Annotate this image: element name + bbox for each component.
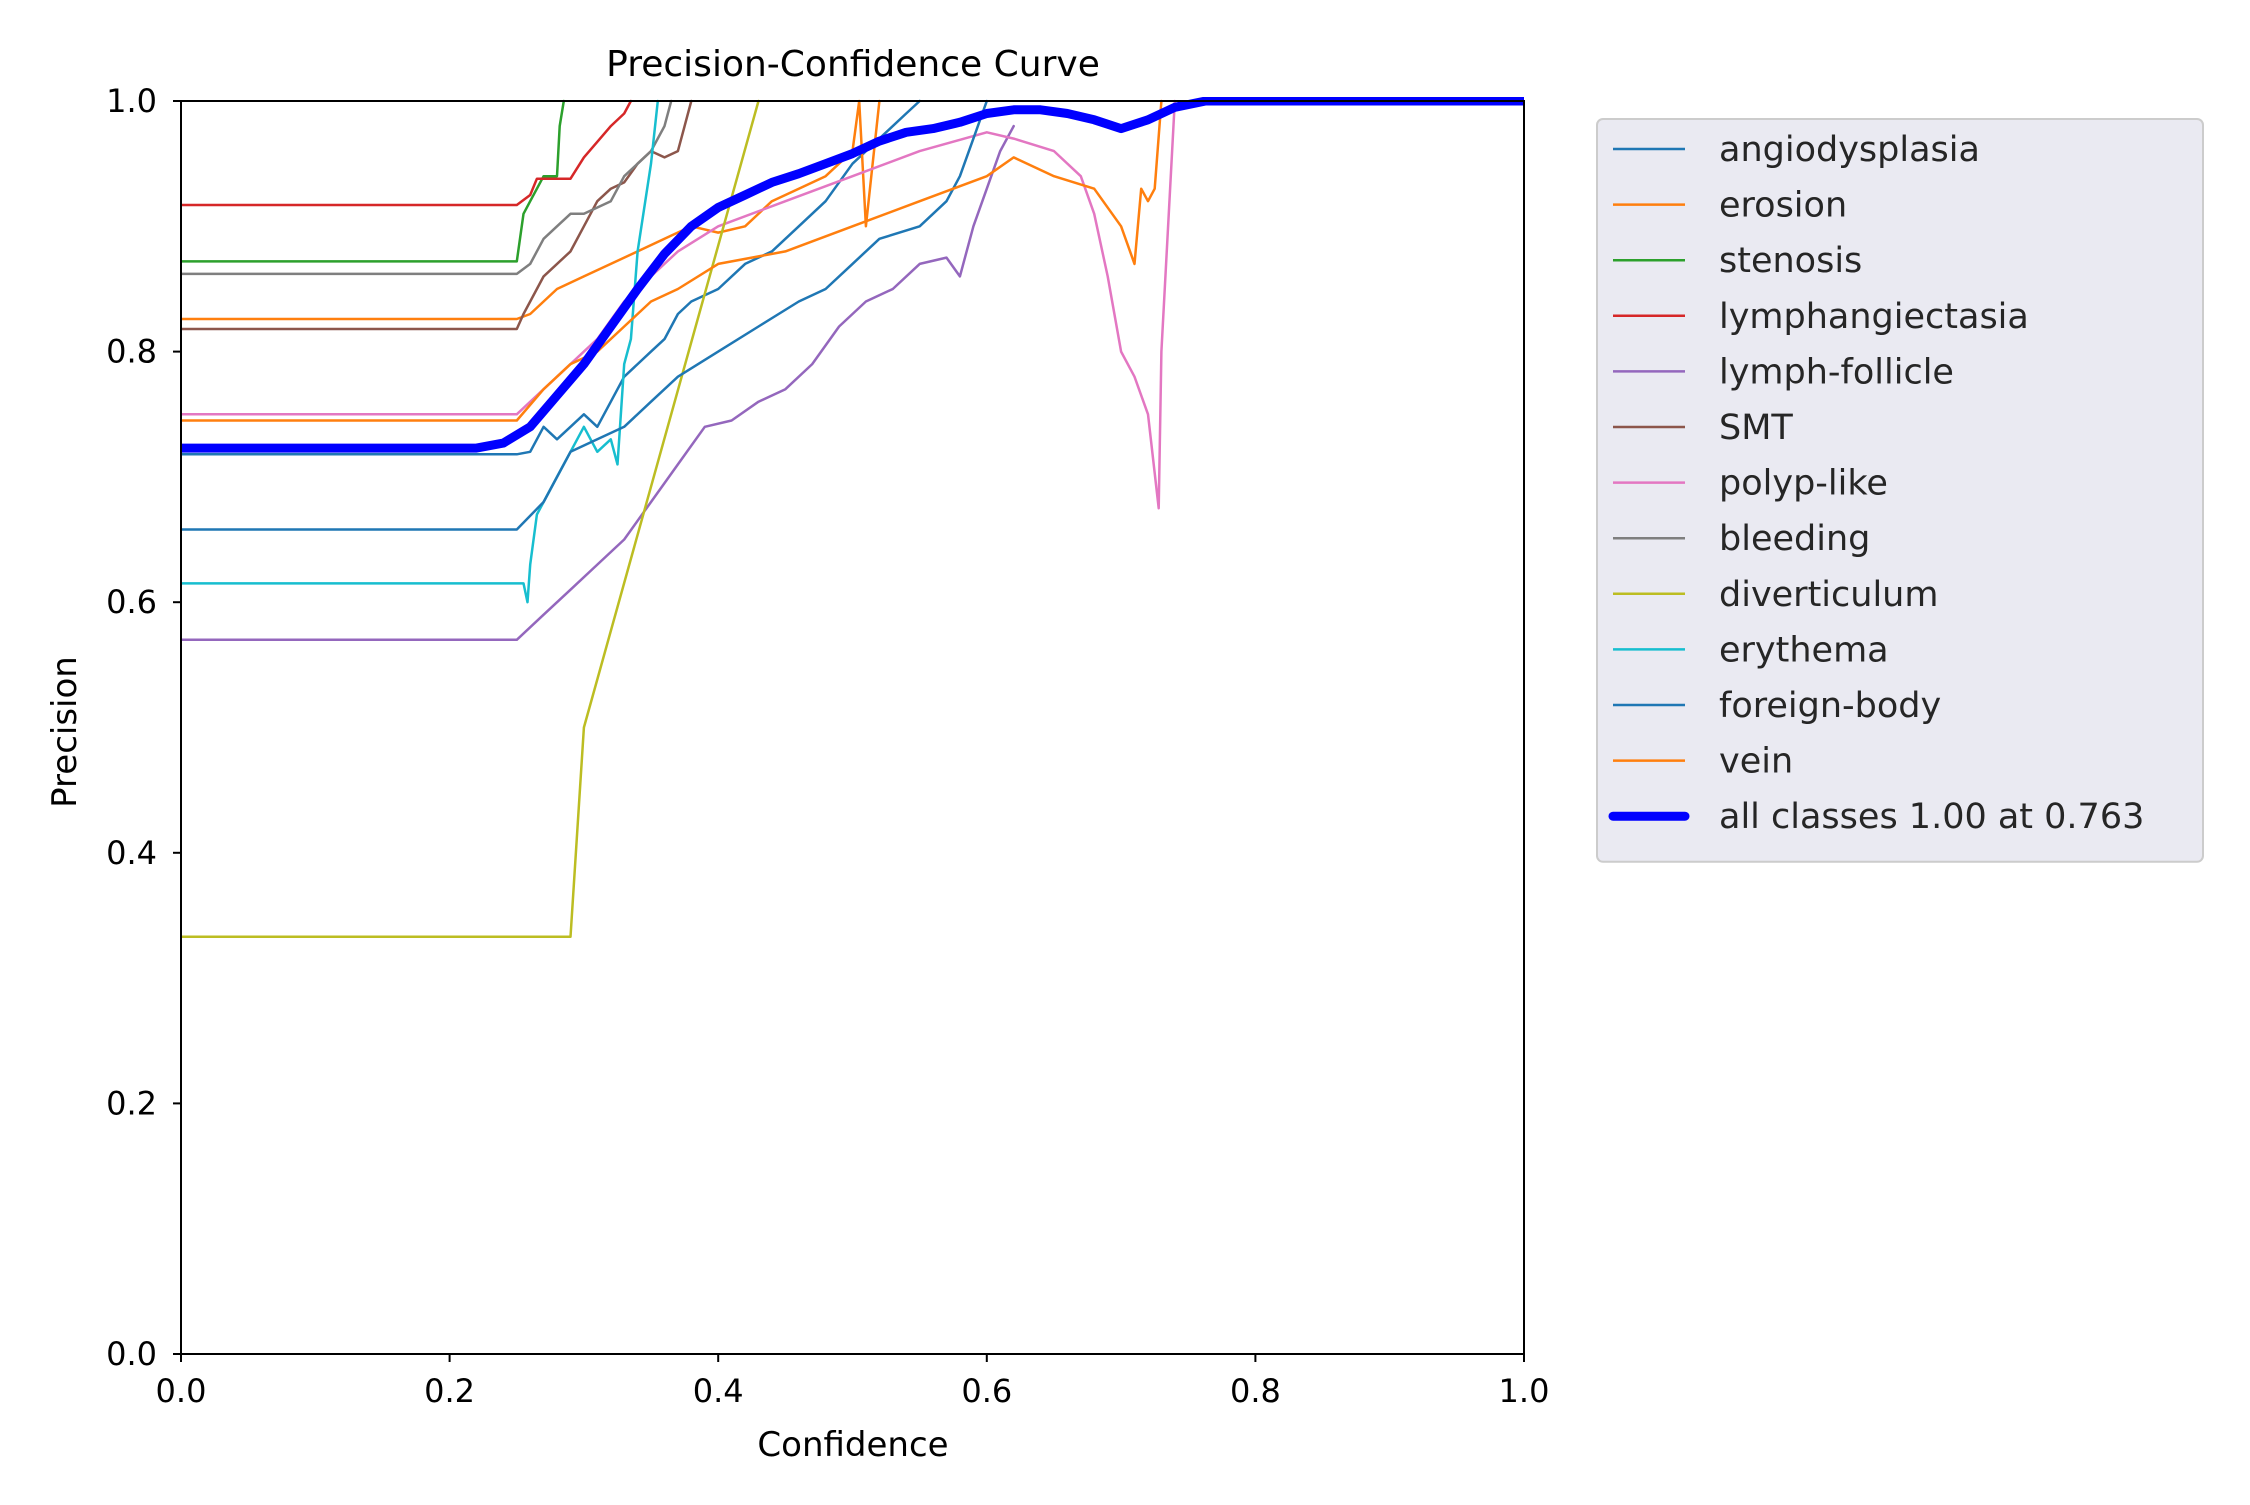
series-line-4 (181, 99, 633, 207)
series-line-11 (181, 99, 989, 531)
y-tick-label: 1.0 (106, 82, 157, 120)
legend-label: foreign-body (1719, 686, 1941, 726)
legend-label: lymphangiectasia (1719, 297, 2029, 337)
legend-label: erythema (1719, 630, 1889, 670)
y-tick-label: 0.4 (106, 834, 157, 872)
x-tick-label: 0.2 (424, 1372, 475, 1410)
legend-label: diverticulum (1719, 575, 1938, 615)
series-line-1 (181, 99, 921, 456)
series-line-3 (181, 99, 566, 263)
plot-frame (180, 100, 1525, 1355)
x-tick-label: 0.6 (961, 1372, 1012, 1410)
legend-label: angiodysplasia (1719, 130, 1980, 170)
series-line-8 (181, 99, 673, 276)
y-tick-label: 0.6 (106, 583, 157, 621)
series-line-13 (181, 97, 1524, 453)
chart-title: Precision-Confidence Curve (606, 44, 1100, 85)
legend-label: bleeding (1719, 519, 1870, 559)
x-axis-label: Confidence (757, 1425, 948, 1465)
legend-label: all classes 1.00 at 0.763 (1719, 797, 2144, 837)
x-tick-label: 0.0 (156, 1372, 207, 1410)
y-tick-label: 0.0 (106, 1335, 157, 1373)
legend-label: stenosis (1719, 241, 1862, 281)
series-line-2 (181, 99, 881, 321)
x-tick-label: 1.0 (1499, 1372, 1550, 1410)
series-layer (181, 97, 1524, 939)
y-tick-label: 0.8 (106, 333, 157, 371)
legend-label: SMT (1719, 408, 1793, 448)
legend-box (1596, 118, 2204, 863)
series-line-7 (181, 99, 1177, 510)
legend: angiodysplasia erosion stenosis lymphangiec… (1596, 118, 2204, 863)
legend-label: vein (1719, 742, 1793, 782)
y-tick-label: 0.2 (106, 1084, 157, 1122)
series-line-5 (181, 124, 1015, 642)
y-axis-label: Precision (45, 656, 85, 808)
x-tick-label: 0.4 (693, 1372, 744, 1410)
legend-label: erosion (1719, 186, 1847, 226)
legend-label: lymph-follicle (1719, 352, 1954, 392)
axes-layer: 0.0 0.2 0.4 0.6 0.8 1.0 0.0 0.2 0.4 0.6 0.8 1.0 (106, 82, 1549, 1410)
x-tick-label: 0.8 (1230, 1372, 1281, 1410)
series-line-10 (181, 99, 660, 604)
series-line-9 (181, 99, 760, 939)
series-line-6 (181, 99, 693, 331)
legend-label: polyp-like (1719, 464, 1888, 504)
